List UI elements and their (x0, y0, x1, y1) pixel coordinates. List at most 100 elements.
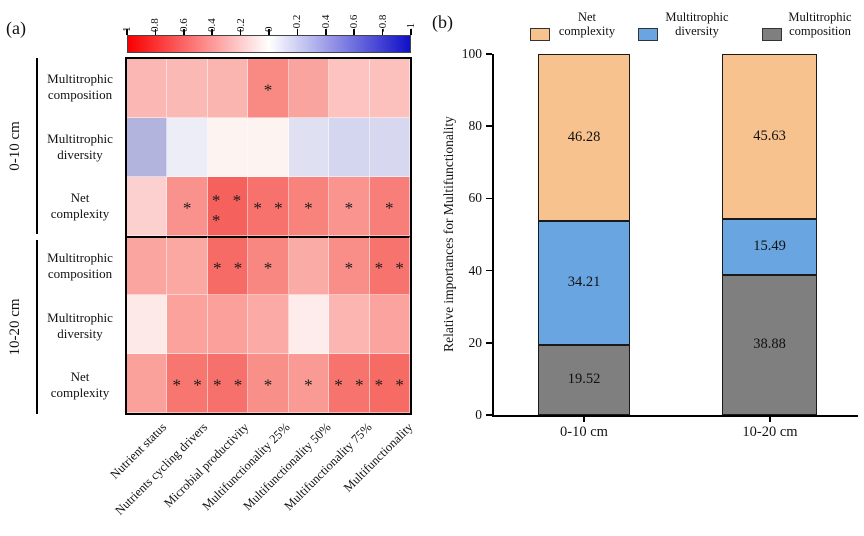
colorbar-tick-label: 0.4 (206, 18, 219, 32)
row-group-label: 0-10 cm (7, 121, 23, 171)
heatmap-cell: * * (207, 236, 249, 295)
colorbar-tick-mark (325, 29, 327, 35)
significance-stars: * * (334, 375, 368, 395)
colorbar-tick-mark (353, 29, 355, 35)
row-label-line: Net (70, 190, 90, 206)
heatmap-row-label: Multitrophic diversity (38, 310, 122, 342)
heatmap-cell: * (329, 177, 370, 236)
row-label-line: complexity (50, 206, 110, 222)
heatmap-cell (369, 295, 410, 354)
heatmap-cell (329, 59, 370, 118)
significance-stars: * (263, 80, 277, 100)
heatmap-row-label: Multitrophic diversity (38, 131, 122, 163)
heatmap-cell (288, 236, 330, 295)
bar-segment-value: 19.52 (567, 371, 601, 388)
heatmap-grid: * * * * * * * * * * * * * * * * * * * * * * * * * * (125, 57, 412, 415)
significance-stars: * (304, 375, 317, 395)
heatmap-cell (167, 59, 208, 118)
bar-segment: 19.52 (538, 344, 630, 415)
heatmap-cell: * (248, 236, 289, 295)
colorbar-tick-label: 0.2 (234, 18, 247, 32)
legend-label: Multitrophic composition (778, 10, 862, 38)
significance-stars: * * (172, 375, 206, 395)
heatmap-cell (127, 295, 168, 354)
bar-segment: 34.21 (538, 221, 630, 345)
y-tick-mark (486, 342, 492, 344)
bar-segment-value: 45.63 (753, 127, 786, 144)
panel-a-label: (a) (6, 18, 26, 38)
y-axis-line (492, 54, 494, 416)
heatmap-cell (329, 118, 370, 177)
significance-stars: * * (374, 258, 408, 278)
heatmap-row-label: Multitrophic composition (38, 250, 122, 282)
colorbar-tick-mark (211, 29, 213, 35)
bar-segment-value: 15.49 (753, 238, 786, 255)
colorbar-tick-mark (239, 29, 242, 35)
heatmap-cell (167, 118, 208, 177)
significance-stars: * (263, 375, 277, 395)
row-label-line: Multitrophic (47, 130, 113, 146)
heatmap-cell (167, 295, 208, 354)
bar-segment: 38.88 (722, 274, 817, 415)
heatmap-cell (248, 295, 289, 354)
significance-stars: * (344, 258, 358, 278)
heatmap-cell: * (248, 59, 289, 118)
x-tick-mark (583, 416, 585, 422)
row-group-bracket (36, 240, 38, 414)
row-group-bracket (36, 58, 38, 234)
heatmap-row-label: Multitrophic composition (38, 71, 122, 103)
colorbar-tick-mark (126, 29, 128, 35)
colorbar-tick-mark (381, 29, 384, 35)
colorbar-tick-label: -0.6 (348, 14, 361, 32)
legend-label-line: Net (577, 10, 597, 24)
panel-b-label: (b) (432, 12, 453, 32)
row-label-line: diversity (57, 325, 103, 341)
legend-swatch (638, 28, 658, 41)
bar-segment: 15.49 (722, 218, 817, 275)
significance-stars: * * (212, 375, 247, 395)
heatmap-cell: * (288, 177, 330, 236)
heatmap-cell: * * (207, 354, 249, 413)
x-category-label: 10-20 cm (742, 424, 798, 440)
heatmap-cell (288, 295, 330, 354)
heatmap-cell: * * * (207, 177, 249, 236)
row-label-line: Multitrophic (47, 249, 113, 265)
colorbar-tick-mark (296, 29, 299, 35)
significance-stars: * (385, 198, 398, 218)
y-tick-label: 80 (468, 118, 483, 134)
bar-segment-value: 38.88 (753, 336, 786, 353)
row-label-line: Net (70, 369, 90, 385)
legend-label-line: Multitrophic (665, 10, 729, 24)
significance-stars: * (263, 258, 277, 278)
colorbar-gradient (127, 35, 411, 53)
heatmap-cell (127, 59, 168, 118)
row-label-line: diversity (57, 146, 103, 162)
heatmap-cell (207, 118, 249, 177)
legend-label-line: composition (789, 24, 851, 38)
y-tick-mark (486, 53, 492, 55)
heatmap-cell: * * (369, 236, 410, 295)
heatmap-cell (369, 118, 410, 177)
colorbar-tick-label: 0 (263, 26, 275, 33)
heatmap-cell (288, 118, 330, 177)
colorbar-tick-label: 0.6 (177, 18, 190, 32)
row-label-line: composition (47, 265, 113, 281)
significance-stars: * * * (211, 190, 246, 230)
colorbar-tick-label: 0.8 (149, 18, 162, 32)
legend-label-line: Multitrophic (788, 10, 852, 24)
heatmap-cell (167, 236, 208, 295)
heatmap-cell: * (248, 354, 289, 413)
heatmap-row-label: Net complexity (38, 190, 122, 222)
colorbar-tick-mark (410, 29, 412, 35)
colorbar-tick-label: -0.4 (319, 14, 332, 32)
y-tick-mark (486, 125, 492, 127)
heatmap-cell: * (329, 236, 370, 295)
legend-label: Multitrophic diversity (654, 10, 740, 38)
heatmap-cell (248, 118, 289, 177)
heatmap-cell: * (369, 177, 410, 236)
legend-swatch (762, 28, 782, 41)
y-tick-label: 40 (468, 262, 483, 278)
bar-segment-value: 34.21 (567, 274, 601, 291)
y-tick-label: 60 (468, 190, 483, 206)
